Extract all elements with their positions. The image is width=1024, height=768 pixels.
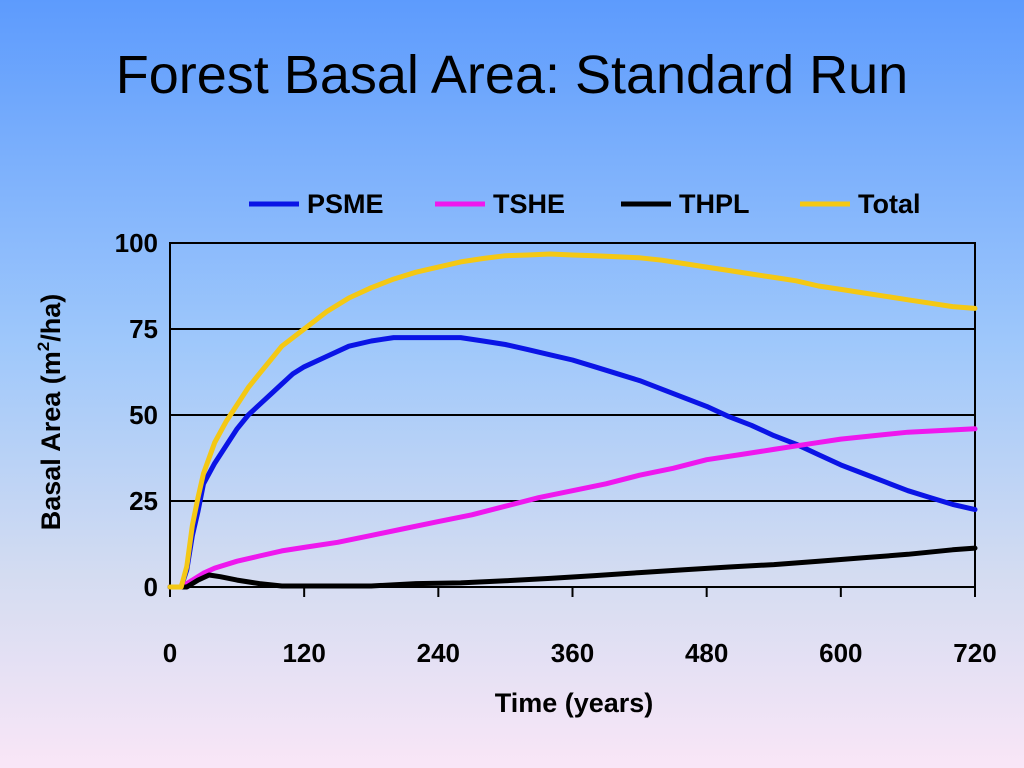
x-tick-label-120: 120 — [282, 638, 325, 668]
y-axis-title-superscript: 2 — [34, 342, 53, 351]
y-axis-title-main: Basal Area (m — [36, 351, 66, 530]
x-tick-label-600: 600 — [819, 638, 862, 668]
x-axis-tick-labels: 0 120 240 360 480 600 720 — [163, 638, 997, 668]
x-tick-label-0: 0 — [163, 638, 177, 668]
legend-label-thpl: THPL — [679, 189, 750, 219]
legend-label-total: Total — [858, 189, 921, 219]
legend: PSME TSHE THPL Total — [249, 189, 921, 219]
y-tick-label-75: 75 — [129, 314, 158, 344]
x-tick-label-720: 720 — [953, 638, 996, 668]
series-line-tshe — [167, 426, 978, 590]
x-tick-label-480: 480 — [685, 638, 728, 668]
series-lines — [167, 251, 978, 590]
legend-label-tshe: TSHE — [493, 189, 565, 219]
y-tick-label-100: 100 — [115, 228, 158, 258]
y-tick-label-50: 50 — [129, 400, 158, 430]
y-axis-tick-labels: 0 25 50 75 100 — [115, 228, 158, 602]
slide-title: Forest Basal Area: Standard Run — [115, 45, 909, 105]
series-line-total — [167, 251, 978, 590]
y-tick-label-25: 25 — [129, 486, 158, 516]
gridlines — [170, 328, 975, 502]
series-line-thpl — [167, 545, 978, 590]
x-tick-label-240: 240 — [417, 638, 460, 668]
series-line-psme — [167, 335, 978, 590]
x-axis-ticks — [169, 587, 976, 597]
x-axis-title: Time (years) — [495, 688, 654, 718]
y-axis-title-end: /ha) — [36, 294, 66, 342]
legend-label-psme: PSME — [307, 189, 384, 219]
y-axis-title: Basal Area (m2/ha) — [34, 294, 66, 531]
x-tick-label-360: 360 — [551, 638, 594, 668]
y-tick-label-0: 0 — [144, 572, 158, 602]
